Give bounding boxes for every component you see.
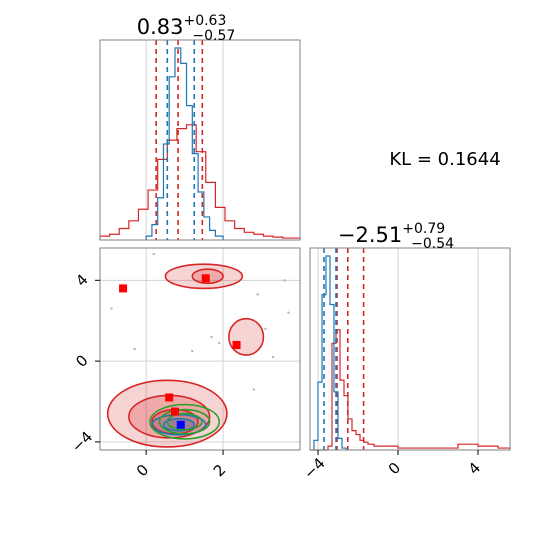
- histogram-param2: −4 0 4 −2.51+0.79 −0.54: [300, 221, 511, 483]
- p1-series: [99, 40, 301, 240]
- contour-red: [228, 317, 265, 356]
- kl-divergence-text: KL = 0.1644: [389, 149, 500, 170]
- p3-ticks: −4 0 4: [300, 450, 484, 483]
- scatter-point: [133, 347, 136, 351]
- p3-grid: [317, 248, 479, 450]
- p3-title-sub: −0.54: [411, 236, 454, 252]
- p3-title: −2.51+0.79 −0.54: [338, 221, 454, 252]
- p3-title-sup: +0.79: [402, 221, 445, 237]
- p1-title-sub: −0.57: [192, 28, 235, 44]
- y-tick-label: 4: [72, 271, 91, 290]
- scatter-point: [252, 388, 256, 391]
- marker-square: [165, 393, 174, 402]
- marker-square: [119, 284, 128, 293]
- scatter-point: [264, 327, 267, 330]
- p2-grid: [100, 248, 300, 450]
- scatter-contour-panel: 0 2 −4 0 4: [68, 247, 301, 481]
- y-tick-label: 0: [72, 351, 91, 370]
- histogram-param1: 0.83+0.63 −0.57: [99, 13, 301, 241]
- hist-step-blue: [313, 255, 347, 450]
- p1-title: 0.83+0.63 −0.57: [137, 13, 236, 44]
- scatter-point: [256, 293, 259, 296]
- p1-title-sup: +0.63: [183, 13, 226, 29]
- p3-title-main: −2.51: [338, 223, 402, 247]
- x-tick-label: 4: [465, 459, 484, 478]
- scatter-point: [110, 307, 113, 310]
- contour-green: [166, 412, 203, 431]
- contour-green: [149, 403, 221, 440]
- p3-frame: [309, 247, 511, 451]
- contour-green: [158, 408, 211, 435]
- scatter-point: [271, 355, 275, 359]
- hist-step-red: [310, 329, 511, 451]
- marker-square: [176, 420, 185, 429]
- scatter-point: [287, 311, 290, 314]
- marker-square: [201, 274, 210, 283]
- p3-series: [310, 248, 511, 451]
- scatter-point: [191, 349, 194, 353]
- p1-frame: [99, 39, 301, 241]
- x-tick-label: 0: [385, 459, 404, 478]
- p2-markers: [119, 274, 241, 429]
- hist-step-red: [99, 124, 301, 240]
- marker-square: [171, 407, 179, 416]
- x-tick-label: 0: [133, 461, 152, 480]
- p2-frame: [99, 247, 301, 451]
- x-tick-label: 2: [210, 461, 229, 480]
- p2-contours: [106, 263, 265, 448]
- x-tick-label: −4: [300, 454, 328, 482]
- scatter-point: [152, 252, 156, 256]
- marker-square: [232, 340, 241, 349]
- p2-points: [110, 252, 290, 391]
- y-tick-label: −4: [68, 428, 96, 456]
- scatter-point: [218, 341, 221, 345]
- hist-step-blue: [145, 47, 224, 240]
- p1-title-main: 0.83: [137, 15, 184, 39]
- p2-ticks: 0 2 −4 0 4: [68, 271, 229, 481]
- p1-grid: [145, 40, 224, 240]
- scatter-point: [283, 279, 286, 282]
- scatter-point: [210, 335, 213, 339]
